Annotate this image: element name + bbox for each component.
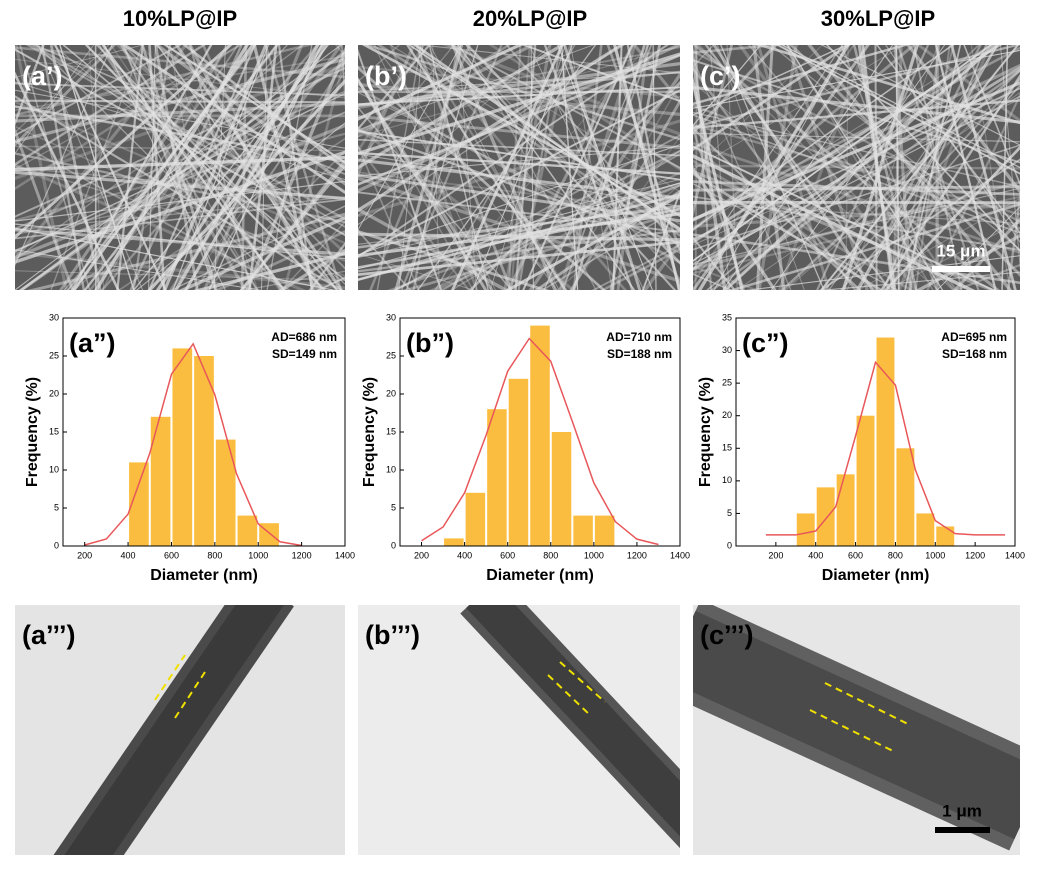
y-axis-label: Frequency (%) (24, 377, 41, 487)
y-tick-label: 35 (722, 312, 732, 322)
x-tick-label: 400 (457, 550, 472, 560)
x-tick-label: 1200 (965, 550, 985, 560)
panel-label: (b”) (406, 328, 454, 358)
bar (172, 348, 192, 546)
y-tick-label: 5 (54, 502, 59, 512)
histogram: 0 5 10 15 20 25 30 200 400 600 800 1000 1200 1400 Diam… (361, 312, 690, 584)
x-tick-label: 1000 (248, 550, 268, 560)
y-tick-label: 25 (386, 350, 396, 360)
tem-images: 1 μm (a’’’) (b’’’) (c’’’) (15, 590, 1030, 867)
y-tick-label: 10 (49, 464, 59, 474)
bar (487, 409, 507, 546)
bar (573, 516, 593, 546)
panel-label: (c”) (742, 328, 789, 358)
y-axis-label: Frequency (%) (697, 377, 714, 487)
bar (877, 338, 895, 546)
x-tick-label: 1400 (1005, 550, 1025, 560)
column-title: 10%LP@IP (123, 6, 237, 31)
bar (238, 516, 258, 546)
bar (509, 379, 529, 546)
bar (530, 326, 550, 546)
x-tick-label: 600 (848, 550, 863, 560)
scale-bar-label: 15 μm (936, 241, 985, 260)
y-tick-label: 0 (727, 540, 732, 550)
annotation: SD=188 nm (607, 347, 672, 361)
histogram: 0 5 10 15 20 25 30 35 200 400 600 800 1000 1200 1400 Di… (697, 312, 1025, 584)
bar (797, 513, 815, 546)
y-tick-label: 5 (391, 502, 396, 512)
fiber (95, 0, 96, 617)
y-tick-label: 30 (386, 312, 396, 322)
x-tick-label: 1200 (627, 550, 647, 560)
x-tick-label: 1400 (670, 550, 690, 560)
y-tick-label: 30 (49, 312, 59, 322)
panel-label: (a”) (69, 328, 116, 358)
y-tick-label: 15 (722, 443, 732, 453)
bar (444, 538, 464, 546)
histogram: 0 5 10 15 20 25 30 200 400 600 800 1000 1200 1400 Diam… (24, 312, 355, 584)
x-tick-label: 200 (414, 550, 429, 560)
bar (896, 448, 914, 546)
panel-label: (a’) (22, 61, 63, 91)
annotation: SD=149 nm (272, 347, 337, 361)
annotation: AD=710 nm (606, 330, 672, 344)
x-tick-label: 1000 (925, 550, 945, 560)
bar (595, 516, 615, 546)
annotation: AD=686 nm (271, 330, 337, 344)
bar (817, 487, 835, 546)
y-tick-label: 25 (722, 378, 732, 388)
y-tick-label: 25 (49, 350, 59, 360)
bar (837, 474, 855, 546)
y-tick-label: 15 (386, 426, 396, 436)
panel-label: (c’) (700, 61, 741, 91)
y-tick-label: 10 (722, 475, 732, 485)
bar (552, 432, 572, 546)
y-tick-label: 5 (727, 508, 732, 518)
x-axis-label: Diameter (nm) (150, 567, 258, 584)
annotation: AD=695 nm (941, 330, 1007, 344)
x-tick-label: 1000 (584, 550, 604, 560)
fit-curve (85, 344, 302, 546)
panel-label: (b’) (365, 61, 407, 91)
x-axis-label: Diameter (nm) (486, 567, 594, 584)
bar (216, 440, 236, 546)
x-tick-label: 400 (121, 550, 136, 560)
x-tick-label: 1200 (292, 550, 312, 560)
panel-label: (b’’’) (365, 620, 420, 650)
column-title: 20%LP@IP (473, 6, 587, 31)
column-title: 30%LP@IP (821, 6, 935, 31)
scale-bar-label: 1 μm (942, 801, 982, 820)
y-tick-label: 15 (49, 426, 59, 436)
x-tick-label: 600 (500, 550, 515, 560)
bar (857, 416, 875, 546)
bar (466, 493, 486, 546)
x-tick-label: 800 (207, 550, 222, 560)
y-tick-label: 30 (722, 345, 732, 355)
y-axis-label: Frequency (%) (361, 377, 378, 487)
annotation: SD=168 nm (942, 347, 1007, 361)
x-tick-label: 600 (164, 550, 179, 560)
y-tick-label: 20 (386, 388, 396, 398)
y-tick-label: 20 (49, 388, 59, 398)
panel-label: (a’’’) (22, 620, 76, 650)
y-tick-label: 0 (391, 540, 396, 550)
x-tick-label: 1400 (335, 550, 355, 560)
bar (916, 513, 934, 546)
x-tick-label: 200 (768, 550, 783, 560)
y-tick-label: 20 (722, 410, 732, 420)
bar (936, 526, 954, 546)
y-tick-label: 10 (386, 464, 396, 474)
x-tick-label: 400 (808, 550, 823, 560)
x-tick-label: 800 (543, 550, 558, 560)
x-tick-label: 200 (77, 550, 92, 560)
panel-label: (c’’’) (700, 620, 754, 650)
x-tick-label: 800 (888, 550, 903, 560)
x-axis-label: Diameter (nm) (822, 567, 930, 584)
y-tick-label: 0 (54, 540, 59, 550)
